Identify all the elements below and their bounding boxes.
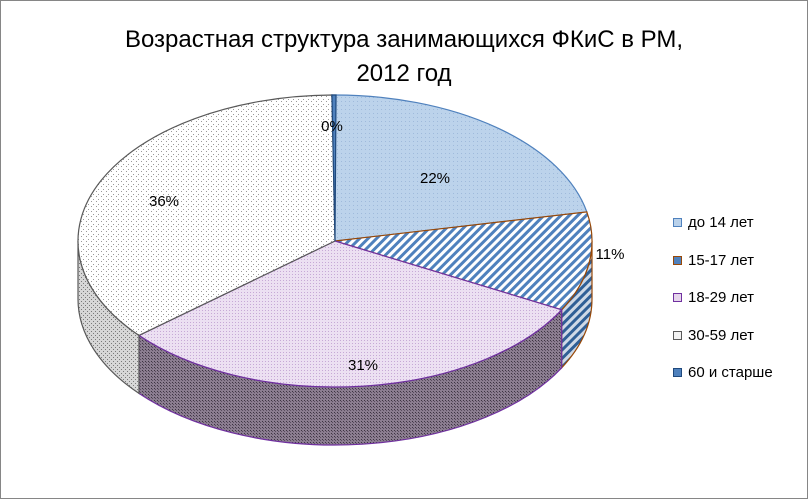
slice-15-17 xyxy=(334,211,593,311)
legend-swatch xyxy=(673,218,682,227)
chart-title-line-1: Возрастная структура занимающихся ФКиС в… xyxy=(124,26,684,53)
legend-swatch xyxy=(673,330,682,340)
data-labels-layer: 22% 11% 31% 36% 0% xyxy=(149,118,624,374)
legend: до 14 лет 15-17 лет 18-29 лет 30-59 лет 60 и… xyxy=(673,213,773,401)
legend-label: до 14 лет xyxy=(688,214,754,231)
legend-item: 15-17 лет xyxy=(673,251,773,270)
data-label-do-14: 22% xyxy=(420,170,450,187)
slice-18-29 xyxy=(137,240,563,388)
legend-swatch xyxy=(673,368,682,377)
data-label-15-17: 11% xyxy=(596,246,625,263)
legend-item: до 14 лет xyxy=(673,213,773,232)
slice-60-plus xyxy=(331,94,337,242)
slice-do-14 xyxy=(331,94,588,242)
data-label-30-59: 36% xyxy=(149,193,179,210)
legend-swatch xyxy=(673,293,682,302)
legend-label: 15-17 лет xyxy=(688,251,754,269)
slices-layer xyxy=(77,94,593,446)
chart-title-line-2: 2012 год xyxy=(356,60,452,87)
legend-item: 30-59 лет xyxy=(673,326,773,345)
legend-item: 18-29 лет xyxy=(673,288,773,307)
slice-30-59 xyxy=(77,94,336,337)
legend-label: 18-29 лет xyxy=(688,289,754,306)
data-label-60-plus: 0% xyxy=(321,118,343,135)
legend-label: 30-59 лет xyxy=(688,326,754,344)
legend-item: 60 и старше xyxy=(673,363,773,382)
data-label-18-29: 31% xyxy=(348,357,378,374)
legend-label: 60 и старше xyxy=(688,364,773,381)
legend-swatch xyxy=(673,255,682,265)
chart-title: Возрастная структура занимающихся ФКиС в… xyxy=(1,23,807,91)
